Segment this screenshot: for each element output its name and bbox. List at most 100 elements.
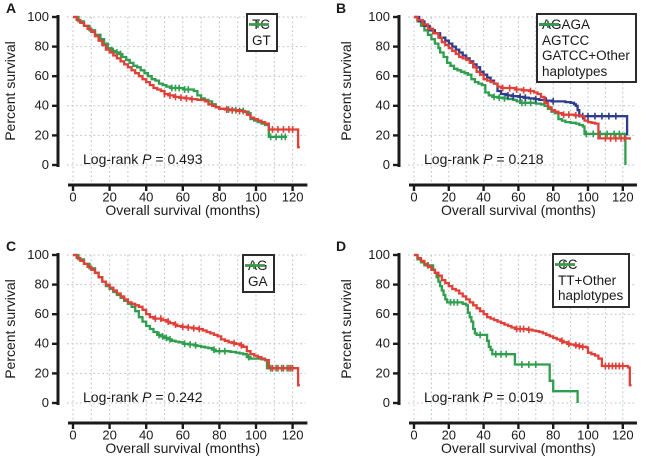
panel-letter-a: A [6, 0, 17, 16]
svg-text:0: 0 [42, 157, 49, 172]
svg-text:20: 20 [442, 427, 456, 442]
legend-entry-green: GA [245, 262, 268, 290]
log-rank-p-value: Log-rank P = 0.493 [83, 151, 203, 167]
curve-gatcc-other-haplotypes [414, 15, 627, 165]
svg-text:80: 80 [546, 427, 560, 442]
censor-ticks-green [493, 93, 621, 138]
censor-ticks-red [154, 315, 294, 372]
panel-letter-c: C [6, 238, 17, 254]
legend: AG GA [242, 254, 275, 293]
svg-text:0: 0 [410, 189, 417, 204]
legend-label: GT [252, 32, 271, 48]
x-axis-title: Overall survival (months) [441, 202, 596, 218]
censor-ticks-red [515, 325, 624, 370]
svg-text:0: 0 [69, 189, 76, 204]
panel-a: 0 20 40 60 80 100 0 20 40 60 80 100 120 Overall survi… [0, 0, 330, 232]
svg-text:120: 120 [612, 427, 634, 442]
y-tick-labels: 0 20 40 60 80 100 [368, 9, 390, 172]
panel-a-plot: 0 20 40 60 80 100 0 20 40 60 80 100 120 Overall survi… [2, 9, 308, 218]
y-tick-labels: 0 20 40 60 80 100 [27, 247, 49, 410]
legend: TC GT [246, 13, 278, 52]
svg-text:100: 100 [368, 247, 390, 262]
svg-text:60: 60 [511, 189, 525, 204]
svg-text:20: 20 [35, 127, 49, 142]
x-tick-labels: 0 20 40 60 80 100 120 [410, 189, 633, 204]
svg-text:120: 120 [282, 427, 304, 442]
svg-text:80: 80 [35, 39, 49, 54]
svg-text:40: 40 [376, 98, 390, 113]
svg-text:20: 20 [102, 189, 116, 204]
svg-text:80: 80 [35, 277, 49, 292]
y-axis [52, 15, 60, 167]
x-tick-labels: 0 20 40 60 80 100 120 [410, 427, 633, 442]
legend-label: TT+Other haplotypes [558, 272, 624, 304]
panel-d: 0 20 40 60 80 100 0 20 40 60 80 100 120 Overall survi… [330, 232, 657, 463]
svg-text:40: 40 [476, 189, 490, 204]
censor-ticks-green [158, 331, 292, 372]
svg-text:60: 60 [176, 189, 190, 204]
svg-text:60: 60 [35, 306, 49, 321]
curve-cc [414, 253, 632, 387]
x-axis [68, 421, 308, 429]
svg-text:120: 120 [612, 189, 634, 204]
legend-line-marker-icon [555, 261, 575, 268]
svg-text:100: 100 [245, 427, 267, 442]
legend-label: GATCC+Other haplotypes [542, 48, 630, 79]
svg-text:20: 20 [102, 427, 116, 442]
svg-text:40: 40 [35, 336, 49, 351]
svg-text:0: 0 [410, 427, 417, 442]
svg-text:40: 40 [139, 427, 153, 442]
censor-ticks-red [501, 84, 626, 142]
svg-text:20: 20 [376, 365, 390, 380]
legend-label: AGTCC [542, 32, 590, 48]
svg-text:20: 20 [35, 365, 49, 380]
log-rank-p-value: Log-rank P = 0.218 [424, 151, 544, 167]
curve-agtcc [414, 15, 629, 136]
y-axis-title: Percent survival [338, 279, 354, 379]
legend-entry-green: GATCC+Other haplotypes [539, 21, 630, 79]
y-axis-title: Percent survival [2, 41, 18, 141]
legend-entry-green: TT+Other haplotypes [555, 261, 624, 304]
y-tick-labels: 0 20 40 60 80 100 [368, 247, 390, 410]
svg-text:100: 100 [245, 189, 267, 204]
panel-d-plot: 0 20 40 60 80 100 0 20 40 60 80 100 120 Overall survi… [338, 247, 637, 456]
svg-text:100: 100 [577, 189, 599, 204]
curve-ag [73, 253, 300, 387]
svg-text:0: 0 [69, 427, 76, 442]
panel-letter-b: B [336, 0, 347, 16]
svg-text:40: 40 [35, 98, 49, 113]
svg-text:80: 80 [376, 277, 390, 292]
x-axis-title: Overall survival (months) [105, 202, 260, 218]
svg-text:60: 60 [176, 427, 190, 442]
legend-label: GA [248, 273, 268, 289]
x-axis [68, 183, 308, 191]
panel-letter-d: D [336, 238, 347, 254]
legend-label: AGAGA [542, 17, 591, 32]
svg-text:100: 100 [577, 427, 599, 442]
legend-line-marker-icon [539, 21, 559, 28]
x-axis [409, 421, 637, 429]
svg-text:0: 0 [383, 157, 390, 172]
svg-text:120: 120 [282, 189, 304, 204]
svg-text:60: 60 [376, 68, 390, 83]
svg-text:40: 40 [139, 189, 153, 204]
legend: CC TT+Other haplotypes [552, 253, 631, 308]
y-axis [52, 253, 60, 405]
svg-text:0: 0 [42, 395, 49, 410]
svg-text:100: 100 [27, 247, 49, 262]
censor-ticks-green [427, 261, 537, 368]
svg-text:80: 80 [212, 189, 226, 204]
x-axis [409, 183, 637, 191]
svg-text:40: 40 [376, 336, 390, 351]
x-axis-title: Overall survival (months) [441, 440, 596, 456]
legend-line-marker-icon [245, 262, 265, 269]
panel-c-plot: 0 20 40 60 80 100 0 20 40 60 80 100 120 Overall survi… [2, 247, 308, 456]
panel-c: 0 20 40 60 80 100 0 20 40 60 80 100 120 Overall survi… [0, 232, 330, 463]
y-axis-title: Percent survival [338, 41, 354, 141]
y-axis [393, 15, 401, 167]
legend: AGAGA AGTCC GATCC+Other haplotypes [536, 13, 637, 83]
svg-text:40: 40 [476, 427, 490, 442]
log-rank-p-value: Log-rank P = 0.242 [83, 389, 203, 405]
svg-text:80: 80 [376, 39, 390, 54]
